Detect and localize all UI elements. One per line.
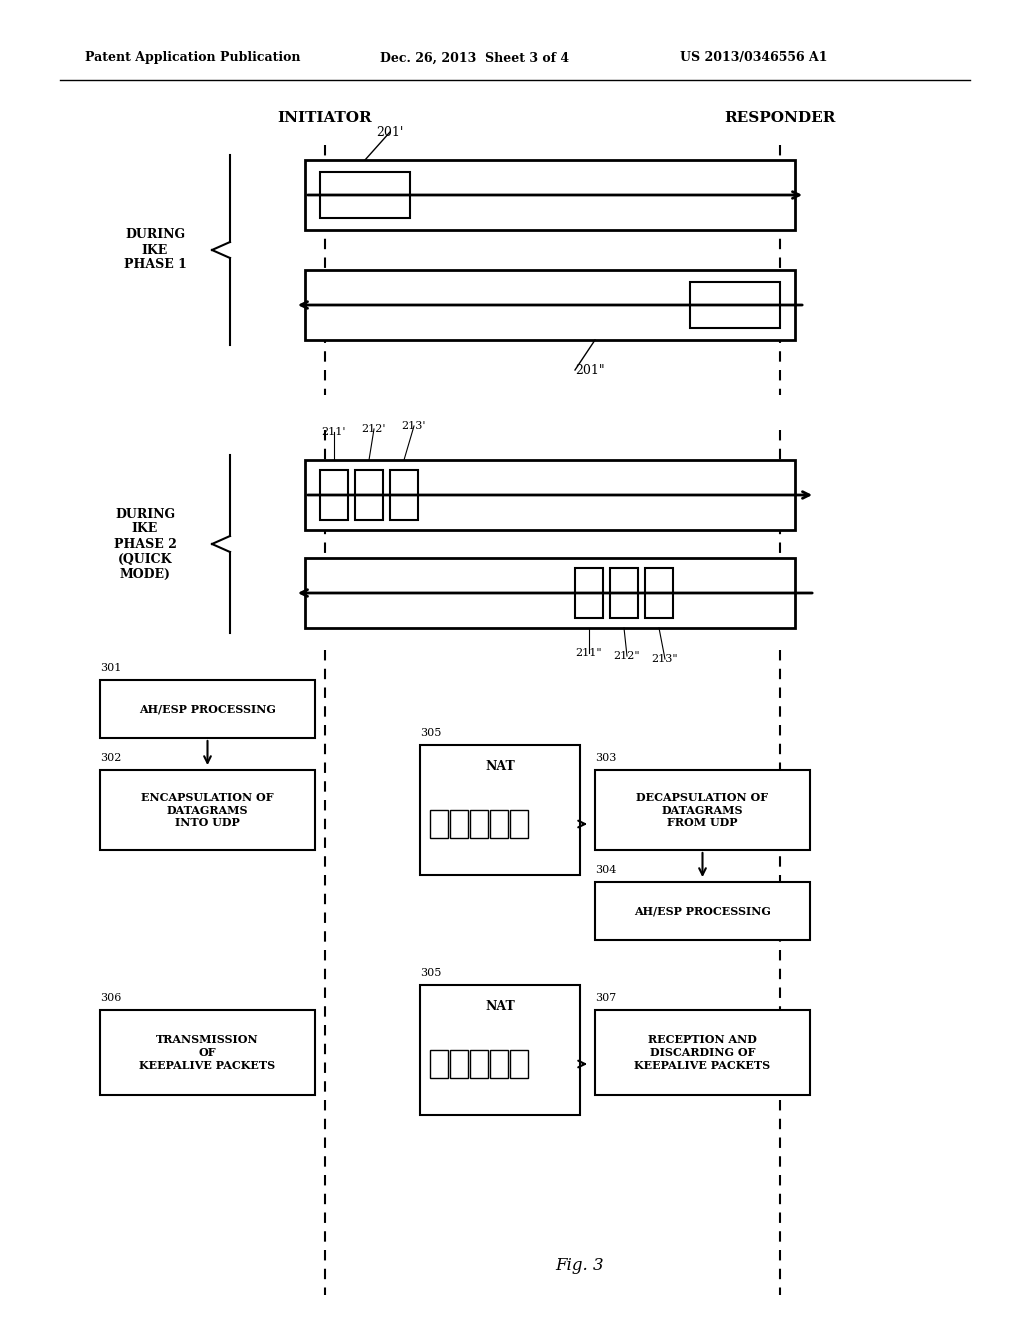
Bar (510, 810, 528, 838)
Text: US 2013/0346556 A1: US 2013/0346556 A1 (680, 51, 827, 65)
Text: RESPONDER: RESPONDER (724, 111, 836, 125)
Text: 307: 307 (595, 993, 616, 1003)
Bar (470, 1049, 488, 1078)
Text: Fig. 3: Fig. 3 (556, 1257, 604, 1274)
Text: NAT: NAT (485, 760, 515, 774)
Text: AH/ESP PROCESSING: AH/ESP PROCESSING (634, 906, 771, 916)
Text: Patent Application Publication: Patent Application Publication (85, 51, 300, 65)
Text: 212": 212" (613, 651, 640, 661)
Text: Dec. 26, 2013  Sheet 3 of 4: Dec. 26, 2013 Sheet 3 of 4 (380, 51, 569, 65)
Text: 301: 301 (100, 663, 122, 673)
Text: 213": 213" (651, 653, 678, 664)
Text: 201": 201" (575, 363, 605, 376)
Bar (470, 810, 488, 838)
Bar (690, 282, 780, 327)
Text: 303: 303 (595, 752, 616, 763)
Bar (645, 568, 673, 618)
Bar (450, 1049, 468, 1078)
Bar (595, 1010, 810, 1096)
Text: 211": 211" (575, 648, 602, 657)
Bar (305, 459, 795, 531)
Bar (390, 470, 418, 520)
Text: 212': 212' (361, 424, 386, 434)
Text: INITIATOR: INITIATOR (278, 111, 373, 125)
Bar (100, 770, 315, 850)
Bar (595, 770, 810, 850)
Text: DURING
IKE
PHASE 2
(QUICK
MODE): DURING IKE PHASE 2 (QUICK MODE) (114, 507, 176, 581)
Bar (595, 882, 810, 940)
Text: 211': 211' (322, 426, 346, 437)
Bar (420, 744, 580, 875)
Bar (510, 1049, 528, 1078)
Bar (490, 1049, 508, 1078)
Bar (305, 271, 795, 341)
Text: 302: 302 (100, 752, 122, 763)
Text: 306: 306 (100, 993, 122, 1003)
Bar (319, 470, 348, 520)
Text: 305: 305 (420, 968, 441, 978)
Bar (100, 680, 315, 738)
Bar (430, 1049, 449, 1078)
Text: AH/ESP PROCESSING: AH/ESP PROCESSING (139, 704, 275, 714)
Text: 201': 201' (376, 125, 403, 139)
Bar (575, 568, 603, 618)
Bar (430, 810, 449, 838)
Bar (355, 470, 383, 520)
Text: NAT: NAT (485, 1001, 515, 1014)
Text: RECEPTION AND
DISCARDING OF
KEEPALIVE PACKETS: RECEPTION AND DISCARDING OF KEEPALIVE PA… (635, 1034, 771, 1071)
Text: 213': 213' (401, 421, 426, 432)
Bar (305, 558, 795, 628)
Bar (100, 1010, 315, 1096)
Bar (319, 172, 410, 218)
Text: 305: 305 (420, 729, 441, 738)
Bar (610, 568, 638, 618)
Text: TRANSMISSION
OF
KEEPALIVE PACKETS: TRANSMISSION OF KEEPALIVE PACKETS (139, 1034, 275, 1071)
Bar (450, 810, 468, 838)
Text: 304: 304 (595, 865, 616, 875)
Text: ENCAPSULATION OF
DATAGRAMS
INTO UDP: ENCAPSULATION OF DATAGRAMS INTO UDP (141, 792, 273, 829)
Text: DECAPSULATION OF
DATAGRAMS
FROM UDP: DECAPSULATION OF DATAGRAMS FROM UDP (637, 792, 769, 829)
Bar (420, 985, 580, 1115)
Bar (490, 810, 508, 838)
Bar (305, 160, 795, 230)
Text: DURING
IKE
PHASE 1: DURING IKE PHASE 1 (124, 228, 186, 272)
